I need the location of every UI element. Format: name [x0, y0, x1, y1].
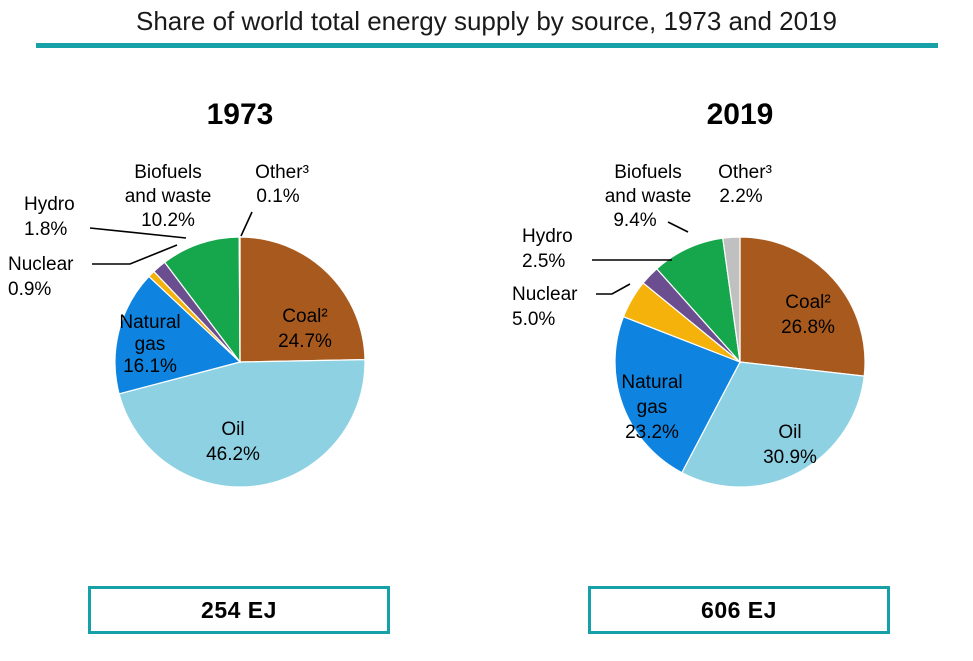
- biofuels-leader-line: [667, 221, 689, 233]
- slice-label-oil-1973: Oil 46.2%: [206, 419, 260, 465]
- slice-label-nuclear-2019: Nuclear 5.0%: [512, 283, 631, 330]
- pie-slice-other: [722, 236, 741, 363]
- biofuels-label-value: 9.4%: [613, 210, 656, 231]
- oil-label-name: Oil: [221, 419, 244, 440]
- gas-label-name-1: Natural: [621, 372, 682, 393]
- pie-slice-biofuelsandwaste: [163, 236, 241, 364]
- slice-label-biofuels-1973: Biofuels and waste 10.2%: [125, 162, 212, 231]
- slice-label-hydro-1973: Hydro 1.8%: [24, 194, 187, 240]
- nuclear-label-name: Nuclear: [512, 284, 578, 305]
- oil-label-value: 30.9%: [763, 447, 817, 468]
- other-label-value: 2.2%: [719, 186, 762, 207]
- other-label-name: Other³: [718, 162, 772, 183]
- total-label-1973: 254 EJ: [201, 596, 277, 623]
- slice-label-natural-gas-2019: Natural gas 23.2%: [621, 372, 682, 443]
- pie-slice-naturalgas: [114, 275, 242, 395]
- coal-label-value: 26.8%: [781, 317, 835, 338]
- hydro-label-value: 2.5%: [522, 251, 565, 272]
- hydro-label-name: Hydro: [522, 226, 573, 247]
- gas-label-value: 16.1%: [123, 356, 177, 377]
- biofuels-label-name-2: and waste: [605, 186, 692, 207]
- pie-slice-oil: [681, 361, 865, 488]
- gas-label-name-1: Natural: [119, 312, 180, 333]
- panel-title-1973: 1973: [206, 98, 274, 131]
- biofuels-label-value: 10.2%: [141, 210, 195, 231]
- hydro-label-value: 1.8%: [24, 219, 67, 240]
- pie-chart-2019: Coal² 26.8% Oil 30.9% Natural gas 23.2% …: [512, 162, 866, 488]
- nuclear-leader-line: [596, 283, 631, 295]
- other-label-value: 0.1%: [256, 186, 299, 207]
- nuclear-label-name: Nuclear: [8, 254, 74, 275]
- total-label-2019: 606 EJ: [701, 596, 777, 623]
- slice-label-other-2019: Other³ 2.2%: [718, 162, 772, 207]
- hydro-label-name: Hydro: [24, 194, 75, 215]
- pie-slice-coal: [739, 236, 866, 377]
- pie-slices-1973: [114, 236, 366, 488]
- gas-label-value: 23.2%: [625, 422, 679, 443]
- coal-label-name: Coal²: [282, 306, 327, 327]
- total-box-2019: 606 EJ: [588, 586, 890, 634]
- oil-label-name: Oil: [778, 422, 801, 443]
- pie-slices-2019: [614, 236, 866, 488]
- pie-slice-other: [238, 236, 241, 363]
- slice-label-nuclear-1973: Nuclear 0.9%: [8, 244, 178, 300]
- hydro-leader-line: [89, 227, 187, 239]
- slice-label-natural-gas-1973: Natural gas 16.1%: [119, 312, 180, 377]
- gas-label-name-2: gas: [135, 334, 166, 355]
- slice-label-other-1973: Other³ 0.1%: [240, 162, 309, 237]
- nuclear-leader-line: [92, 244, 178, 265]
- nuclear-label-value: 0.9%: [8, 279, 51, 300]
- nuclear-label-value: 5.0%: [512, 309, 555, 330]
- biofuels-label-name-1: Biofuels: [134, 162, 202, 183]
- other-leader-line: [240, 211, 253, 237]
- pie-slice-naturalgas: [614, 315, 741, 474]
- pie-slice-coal: [239, 236, 366, 363]
- gas-label-name-2: gas: [637, 397, 668, 418]
- slice-label-coal-1973: Coal² 24.7%: [278, 306, 332, 352]
- slice-label-coal-2019: Coal² 26.8%: [781, 292, 835, 338]
- oil-label-value: 46.2%: [206, 444, 260, 465]
- pie-slice-oil: [118, 359, 366, 488]
- coal-label-name: Coal²: [785, 292, 830, 313]
- total-box-1973: 254 EJ: [88, 586, 390, 634]
- page-title: Share of world total energy supply by so…: [135, 6, 837, 36]
- slice-label-hydro-2019: Hydro 2.5%: [522, 226, 672, 272]
- panel-title-2019: 2019: [706, 98, 774, 131]
- biofuels-label-name-2: and waste: [125, 186, 212, 207]
- slice-label-biofuels-2019: Biofuels and waste 9.4%: [605, 162, 692, 233]
- other-label-name: Other³: [255, 162, 309, 183]
- title-divider: [36, 43, 938, 48]
- pie-chart-1973: Coal² 24.7% Oil 46.2% Natural gas 16.1% …: [8, 162, 366, 488]
- slice-label-oil-2019: Oil 30.9%: [763, 422, 817, 468]
- biofuels-label-name-1: Biofuels: [614, 162, 682, 183]
- coal-label-value: 24.7%: [278, 331, 332, 352]
